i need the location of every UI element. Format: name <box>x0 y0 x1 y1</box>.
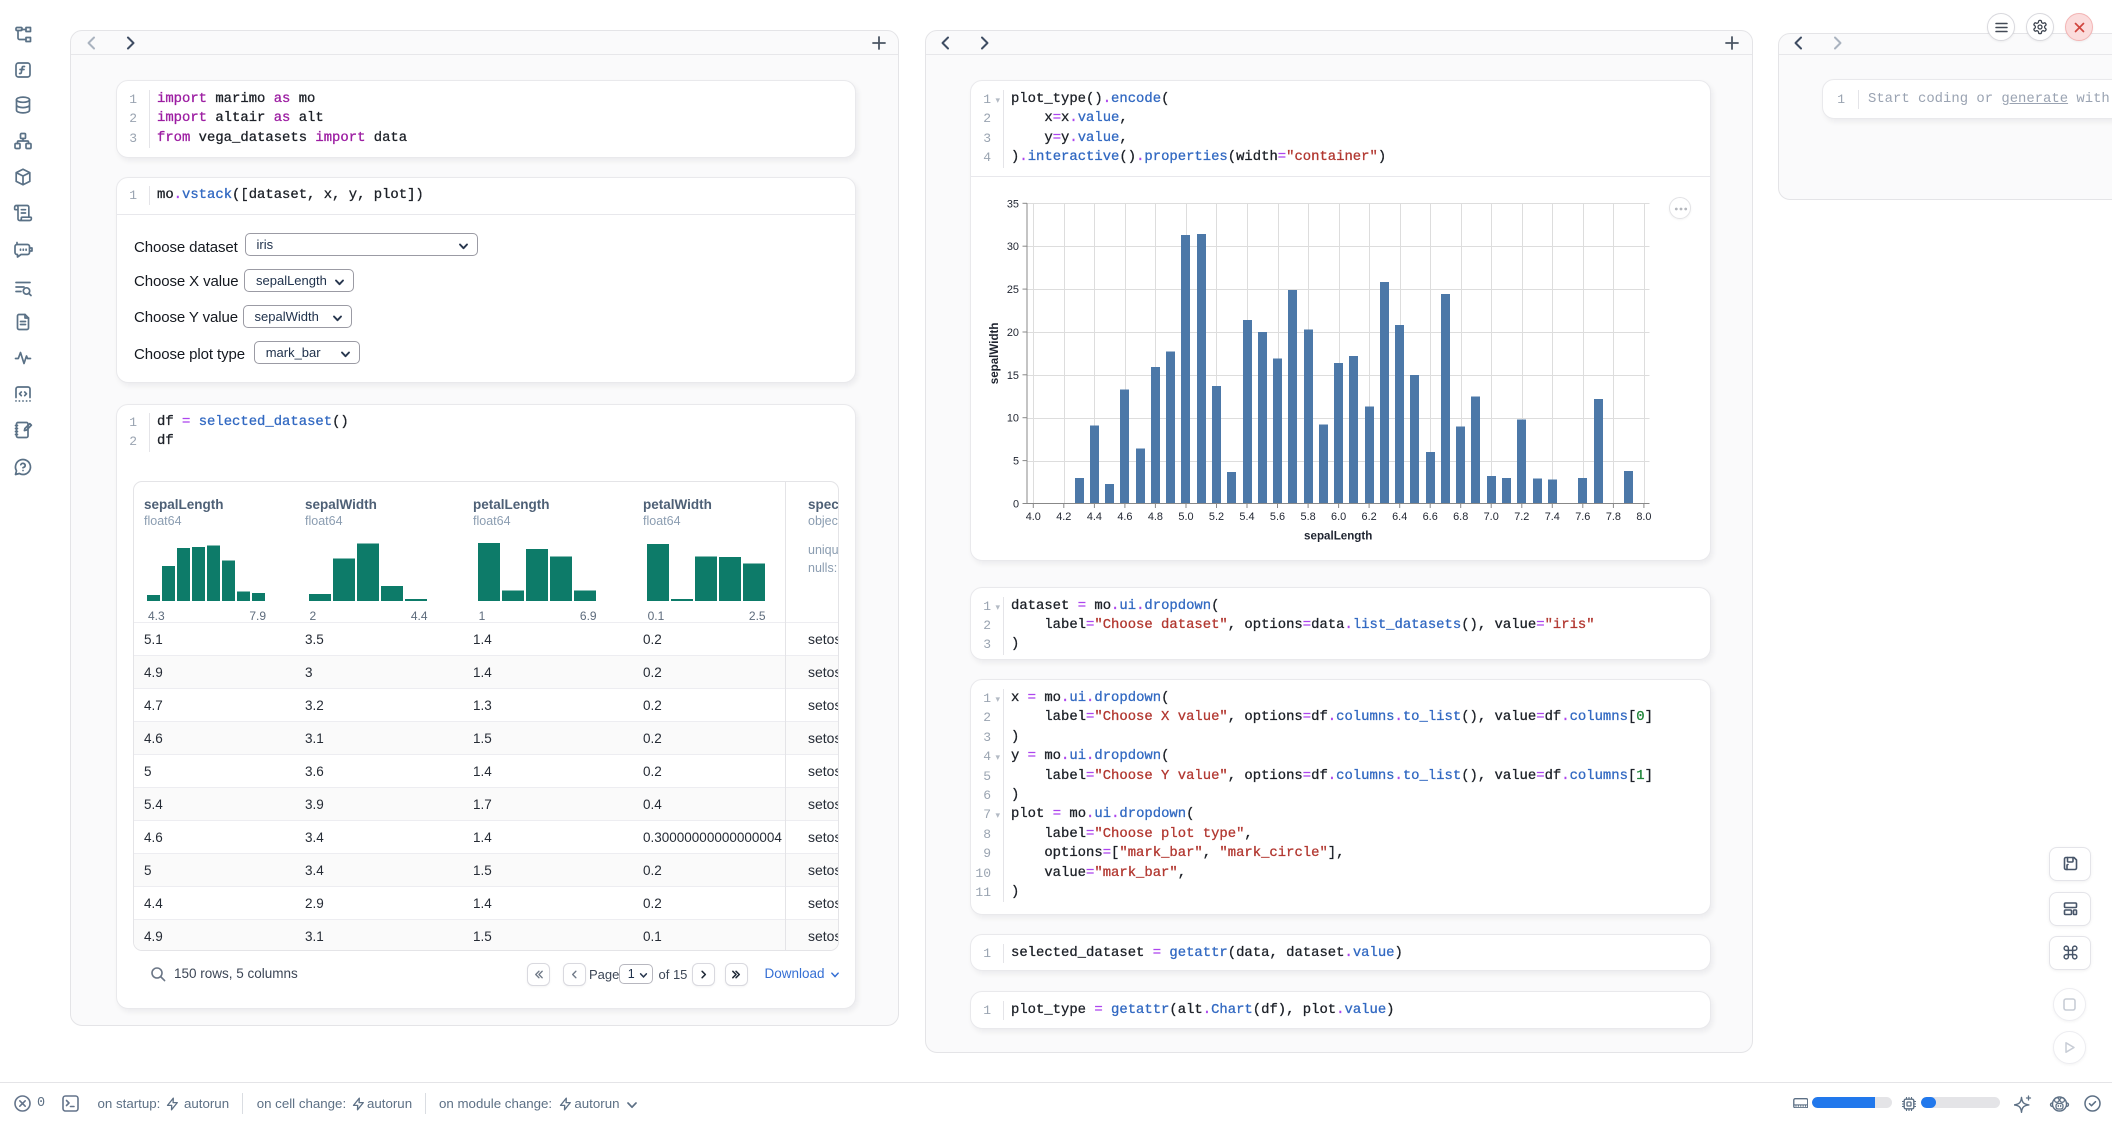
svg-text:7.8: 7.8 <box>1606 511 1621 523</box>
svg-text:4.0: 4.0 <box>1026 511 1041 523</box>
svg-text:7.2: 7.2 <box>1514 511 1529 523</box>
svg-text:6.0: 6.0 <box>1331 511 1346 523</box>
svg-text:7.4: 7.4 <box>1545 511 1560 523</box>
svg-text:5.8: 5.8 <box>1301 511 1316 523</box>
svg-text:5.2: 5.2 <box>1209 511 1224 523</box>
svg-text:4.2: 4.2 <box>1056 511 1071 523</box>
svg-text:5.6: 5.6 <box>1270 511 1285 523</box>
svg-text:5.0: 5.0 <box>1178 511 1193 523</box>
svg-text:8.0: 8.0 <box>1636 511 1651 523</box>
svg-text:sepalWidth: sepalWidth <box>988 323 1001 385</box>
svg-text:0: 0 <box>1013 499 1019 511</box>
svg-text:4.6: 4.6 <box>1117 511 1132 523</box>
svg-text:7.0: 7.0 <box>1484 511 1499 523</box>
svg-text:6.8: 6.8 <box>1453 511 1468 523</box>
svg-text:10: 10 <box>1007 413 1019 425</box>
svg-text:6.2: 6.2 <box>1362 511 1377 523</box>
svg-text:15: 15 <box>1007 370 1019 382</box>
svg-text:7.6: 7.6 <box>1575 511 1590 523</box>
svg-text:35: 35 <box>1007 198 1019 210</box>
svg-text:5.4: 5.4 <box>1239 511 1254 523</box>
svg-text:6.6: 6.6 <box>1423 511 1438 523</box>
svg-text:25: 25 <box>1007 284 1019 296</box>
svg-text:20: 20 <box>1007 327 1019 339</box>
svg-text:6.4: 6.4 <box>1392 511 1407 523</box>
svg-text:5: 5 <box>1013 456 1019 468</box>
svg-text:4.4: 4.4 <box>1087 511 1102 523</box>
svg-text:sepalLength: sepalLength <box>1304 530 1372 543</box>
svg-text:4.8: 4.8 <box>1148 511 1163 523</box>
svg-text:30: 30 <box>1007 241 1019 253</box>
